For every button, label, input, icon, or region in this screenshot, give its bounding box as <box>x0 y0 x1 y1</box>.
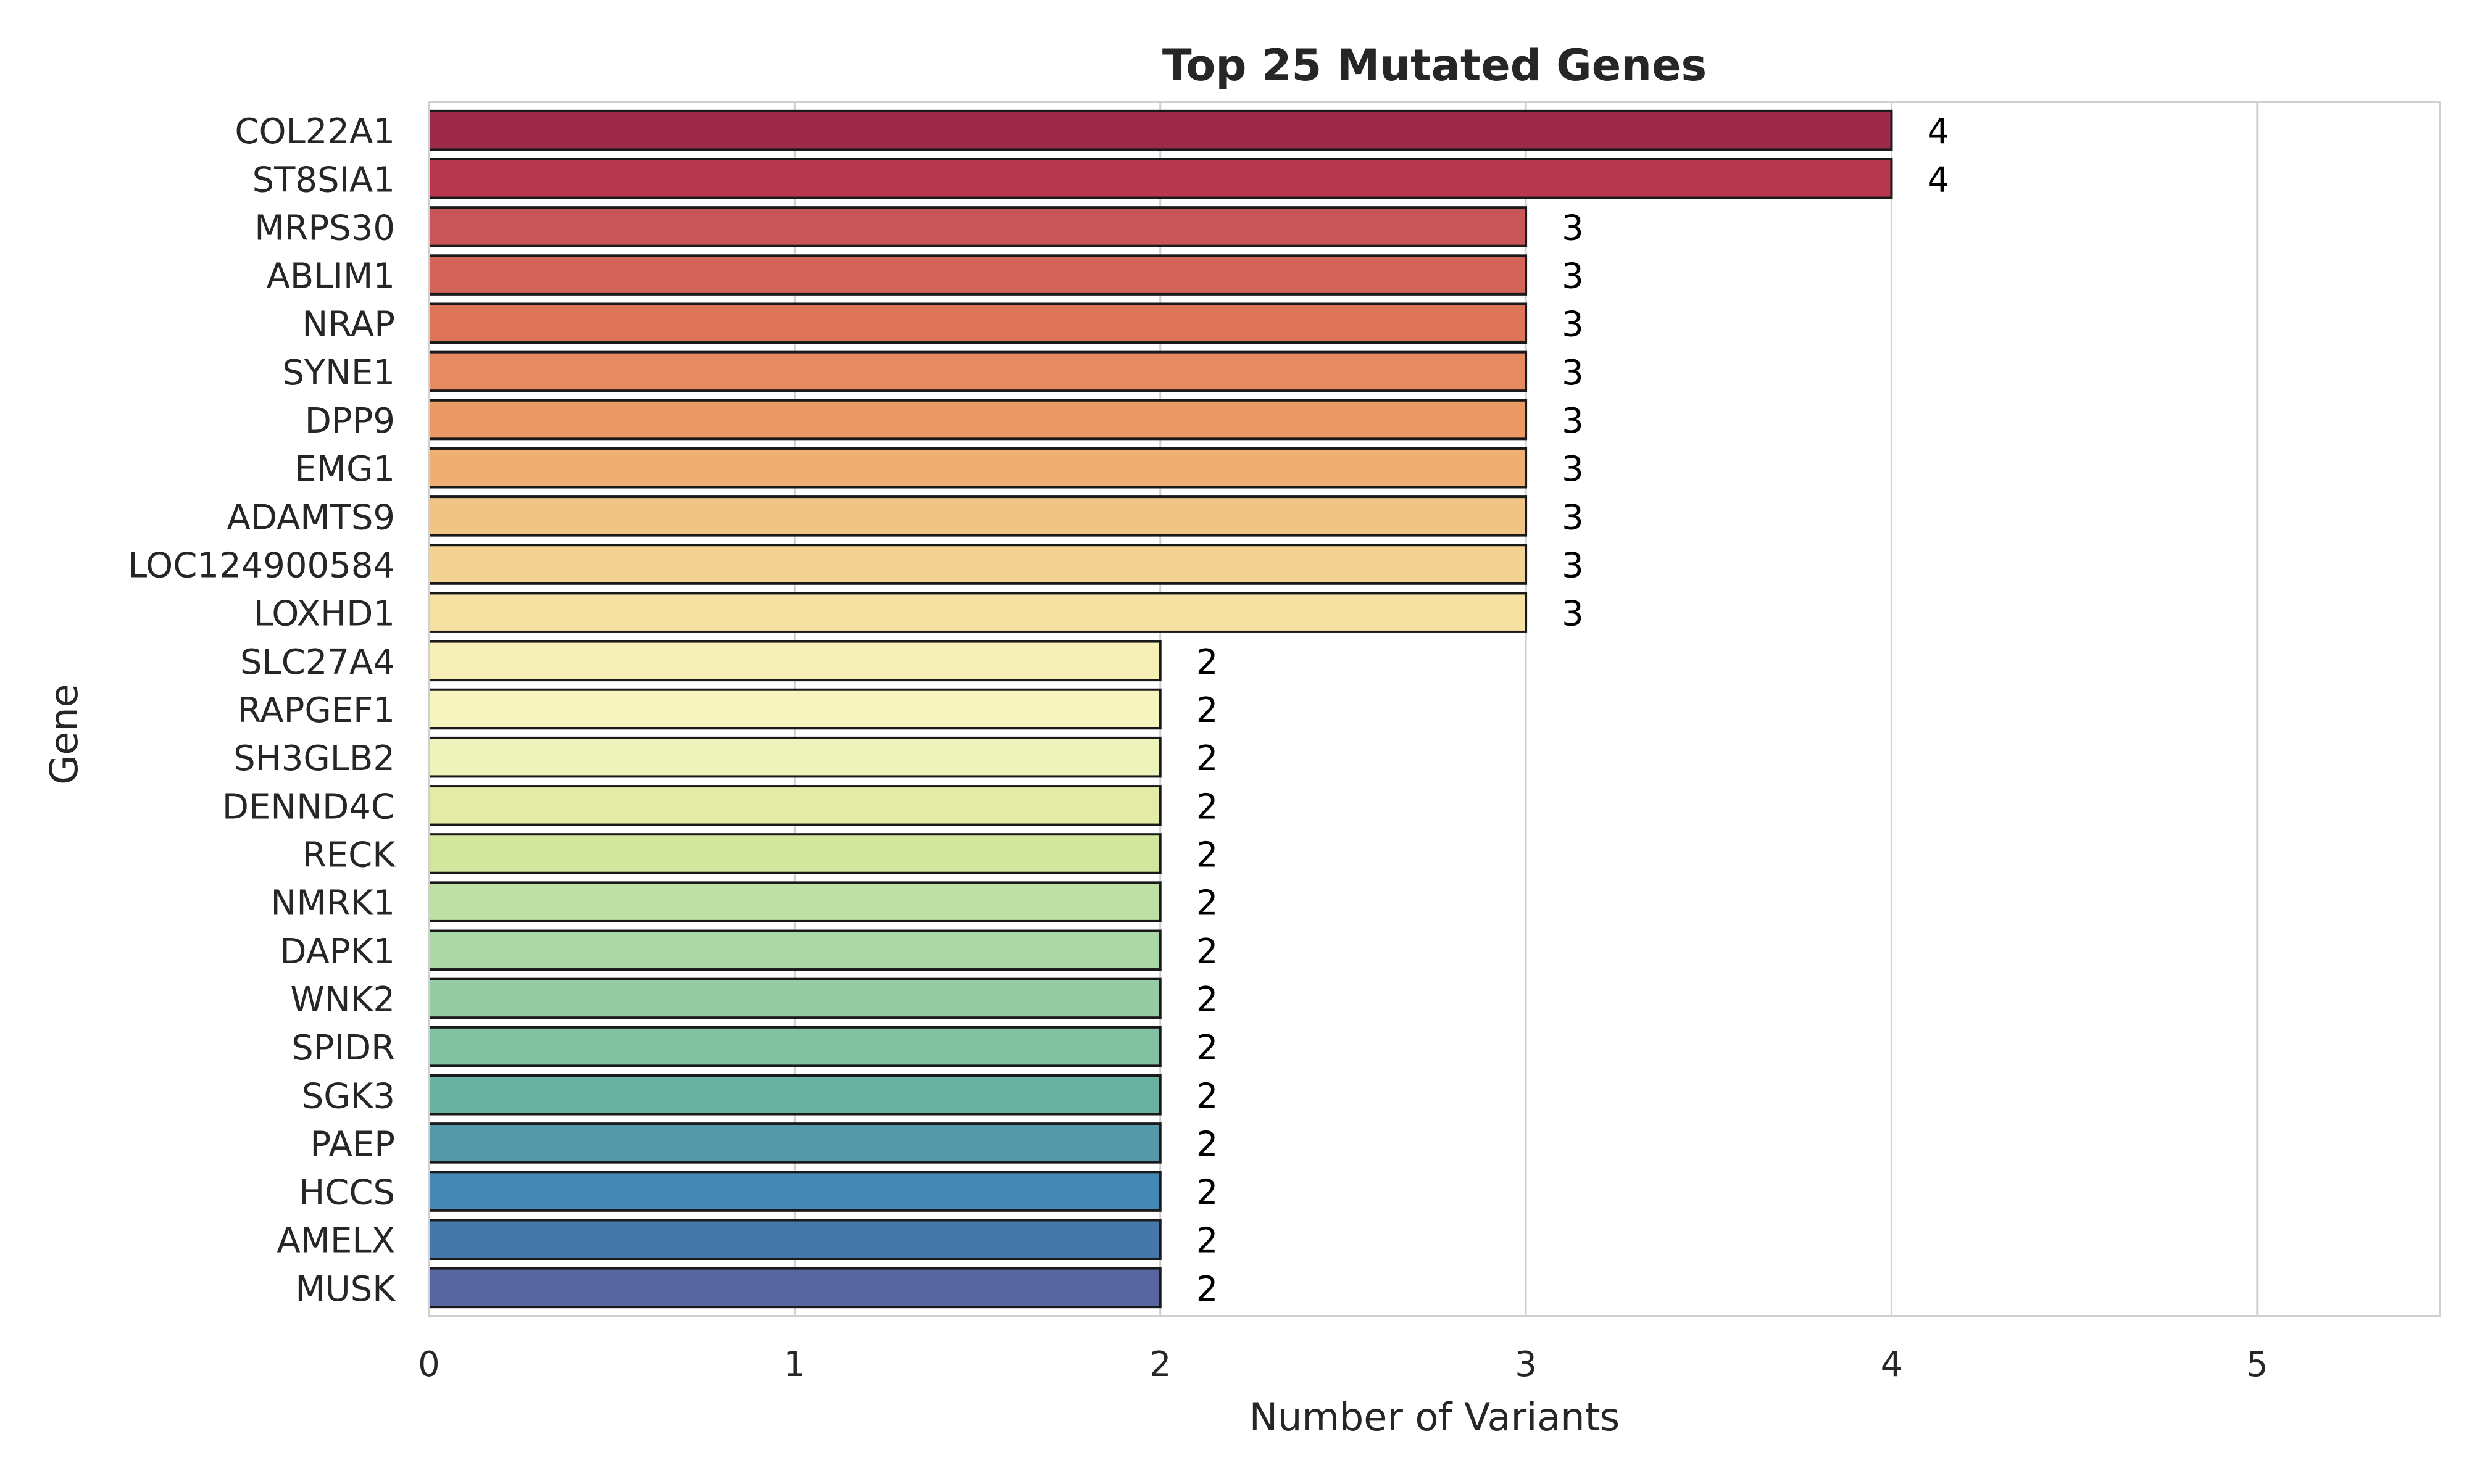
y-tick-label: NRAP <box>302 305 395 345</box>
bar <box>428 544 1528 585</box>
x-tick-labels: 0 1 2 3 4 5 <box>418 1345 2268 1385</box>
bar-value-label: 2 <box>1196 1173 1218 1213</box>
bar <box>428 1171 1162 1212</box>
bar-value-label: 2 <box>1196 642 1218 682</box>
bar-value-label: 2 <box>1196 884 1218 924</box>
bar-value-label: 3 <box>1562 401 1584 441</box>
x-tick-label: 0 <box>418 1345 440 1385</box>
y-tick-label: SPIDR <box>291 1028 395 1068</box>
bar <box>428 1026 1162 1067</box>
bar <box>428 640 1162 682</box>
bar-value-label: 2 <box>1196 739 1218 779</box>
y-tick-label: EMG1 <box>294 449 395 489</box>
bar <box>428 254 1528 296</box>
y-tick-label: ADAMTS9 <box>227 497 395 537</box>
bar <box>428 1267 1162 1309</box>
x-tick-label: 4 <box>1881 1345 1903 1385</box>
bar <box>428 881 1162 922</box>
bar-value-label: 3 <box>1562 257 1584 297</box>
y-tick-label: DAPK1 <box>280 932 395 972</box>
bar-value-label: 3 <box>1562 449 1584 489</box>
y-tick-label: LOC124900584 <box>128 546 395 586</box>
bar <box>428 158 1893 199</box>
x-tick-label: 1 <box>784 1345 806 1385</box>
bar <box>428 785 1162 826</box>
y-tick-label: SYNE1 <box>282 353 395 393</box>
bar-value-label: 3 <box>1562 497 1584 537</box>
y-tick-label: SGK3 <box>302 1076 395 1116</box>
chart-title: Top 25 Mutated Genes <box>1162 40 1707 91</box>
bar-value-label: 2 <box>1196 1076 1218 1116</box>
bar <box>428 350 1528 392</box>
x-axis-label: Number of Variants <box>1249 1395 1620 1440</box>
bar-value-label: 3 <box>1562 208 1584 248</box>
bar <box>428 833 1162 874</box>
y-tick-label: DPP9 <box>305 401 395 441</box>
data-labels: 4 4 3 3 3 3 3 3 3 3 3 2 2 2 2 2 2 2 2 2 2 2 2 2 2 <box>1196 112 1949 1309</box>
y-tick-label: MUSK <box>295 1269 396 1309</box>
y-tick-label: ST8SIA1 <box>252 160 395 200</box>
bar-value-label: 3 <box>1562 353 1584 393</box>
bar <box>428 109 1893 151</box>
bar-value-label: 3 <box>1562 546 1584 586</box>
bars <box>428 109 1893 1309</box>
bar-value-label: 4 <box>1927 112 1949 152</box>
bar <box>428 977 1162 1019</box>
y-tick-label: WNK2 <box>290 980 395 1020</box>
y-tick-label: LOXHD1 <box>254 594 395 634</box>
bar-value-label: 2 <box>1196 1028 1218 1068</box>
bar-value-label: 2 <box>1196 787 1218 827</box>
y-tick-label: COL22A1 <box>235 112 395 152</box>
y-tick-label: SH3GLB2 <box>233 739 395 779</box>
bar-value-label: 2 <box>1196 1221 1218 1261</box>
bar <box>428 1122 1162 1164</box>
bar-value-label: 3 <box>1562 594 1584 634</box>
x-tick-label: 2 <box>1149 1345 1172 1385</box>
y-tick-label: HCCS <box>299 1173 395 1213</box>
bar <box>428 688 1162 730</box>
bar-value-label: 3 <box>1562 305 1584 345</box>
y-tick-label: RAPGEF1 <box>238 690 395 731</box>
bar <box>428 1219 1162 1260</box>
bar <box>428 302 1528 344</box>
y-tick-label: PAEP <box>310 1124 395 1164</box>
bar <box>428 399 1528 441</box>
y-tick-label: SLC27A4 <box>240 642 395 682</box>
bar <box>428 1074 1162 1116</box>
x-tick-label: 3 <box>1515 1345 1537 1385</box>
bar <box>428 929 1162 971</box>
bar-value-label: 2 <box>1196 980 1218 1020</box>
plot-frame <box>428 101 2441 1317</box>
y-tick-label: DENND4C <box>222 787 395 827</box>
x-tick-label: 5 <box>2246 1345 2268 1385</box>
y-tick-label: AMELX <box>277 1221 395 1261</box>
y-tick-label: MRPS30 <box>254 208 395 248</box>
y-tick-labels: COL22A1 ST8SIA1 MRPS30 ABLIM1 NRAP SYNE1 DPP9 E… <box>128 112 396 1309</box>
bar-value-label: 2 <box>1196 932 1218 972</box>
bar-value-label: 2 <box>1196 835 1218 875</box>
bar-value-label: 2 <box>1196 690 1218 731</box>
bar <box>428 736 1162 778</box>
bar-value-label: 4 <box>1927 160 1949 200</box>
y-tick-label: ABLIM1 <box>267 257 395 297</box>
bar <box>428 495 1528 537</box>
bar-value-label: 2 <box>1196 1124 1218 1164</box>
y-tick-label: NMRK1 <box>271 884 395 924</box>
bar <box>428 206 1528 247</box>
y-axis-label: Gene <box>41 684 86 785</box>
bar <box>428 447 1528 489</box>
y-tick-label: RECK <box>302 835 396 875</box>
bar <box>428 592 1528 633</box>
bar-value-label: 2 <box>1196 1269 1218 1309</box>
axes-frame <box>428 101 2441 1317</box>
